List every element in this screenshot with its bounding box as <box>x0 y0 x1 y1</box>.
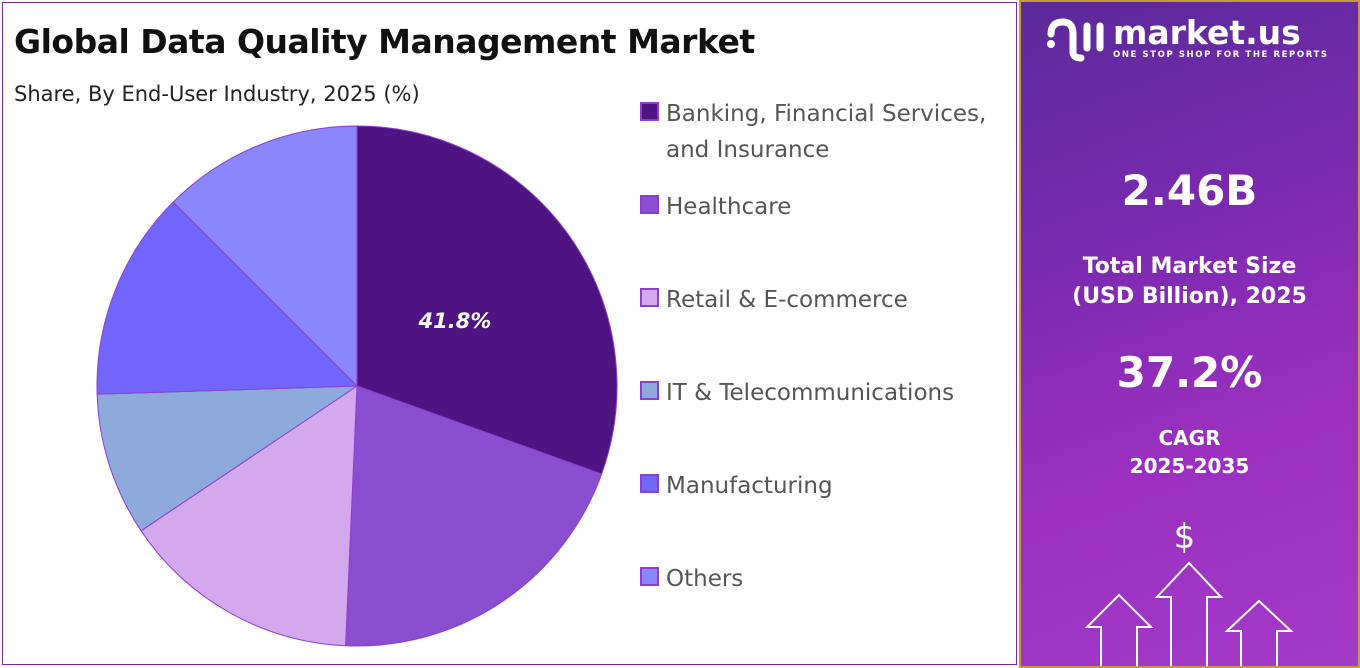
legend-swatch <box>640 474 659 493</box>
summary-panel: market.us ONE STOP SHOP FOR THE REPORTS … <box>1019 0 1360 668</box>
dollar-symbol: $ <box>1173 517 1196 557</box>
data-label-bfsi: 41.8% <box>418 309 492 333</box>
market-size-label-year: (USD Billion), 2025 <box>1072 284 1307 309</box>
market-size-value: 2.46B <box>1121 166 1258 215</box>
pie-slice-healthcare <box>345 385 603 647</box>
pie-slice-others <box>172 125 358 388</box>
chart-title: Global Data Quality Management Market <box>14 22 755 61</box>
logo-tagline: ONE STOP SHOP FOR THE REPORTS <box>1113 50 1329 60</box>
growth-arrows-icon <box>1084 561 1294 666</box>
legend-item-others: Others <box>640 561 1010 597</box>
cagr-label: CAGR <box>1158 426 1221 450</box>
market-us-logo: market.us ONE STOP SHOP FOR THE REPORTS <box>1045 14 1329 62</box>
legend-swatch <box>640 195 659 214</box>
cagr-value: 37.2% <box>1116 348 1263 397</box>
legend-label-cont: and Insurance <box>666 137 830 163</box>
pie-slice-retail <box>140 385 358 647</box>
legend-item-bfsi: Banking, Financial Services, and Insuranc… <box>640 96 1010 168</box>
legend-label: Retail & E-commerce <box>666 287 908 313</box>
legend-swatch <box>640 102 659 121</box>
legend-swatch <box>640 381 659 400</box>
legend-label: IT & Telecommunications <box>666 380 955 406</box>
legend-label: Healthcare <box>666 194 792 220</box>
logo-wordmark: market.us <box>1113 13 1301 52</box>
chart-subtitle: Share, By End-User Industry, 2025 (%) <box>14 82 420 106</box>
legend-swatch <box>640 288 659 307</box>
pie-slice-it-telecom <box>96 385 359 532</box>
legend-label: Manufacturing <box>666 473 833 499</box>
pie-slice-bfsi <box>356 125 618 475</box>
market-size-label: Total Market Size <box>1082 254 1297 279</box>
pie-slice-manufacturing <box>96 201 359 395</box>
pie-chart: 41.8% <box>96 125 618 647</box>
legend-item-it-telecom: IT & Telecommunications <box>640 375 1010 411</box>
logo-icon <box>1047 18 1104 62</box>
legend-item-manufacturing: Manufacturing <box>640 468 1010 504</box>
legend-swatch <box>640 567 659 586</box>
cagr-period: 2025-2035 <box>1129 454 1250 478</box>
legend-item-healthcare: Healthcare <box>640 189 1010 225</box>
legend-label: Banking, Financial Services, <box>666 101 987 127</box>
legend-label: Others <box>666 566 744 592</box>
legend-item-retail: Retail & E-commerce <box>640 282 1010 318</box>
